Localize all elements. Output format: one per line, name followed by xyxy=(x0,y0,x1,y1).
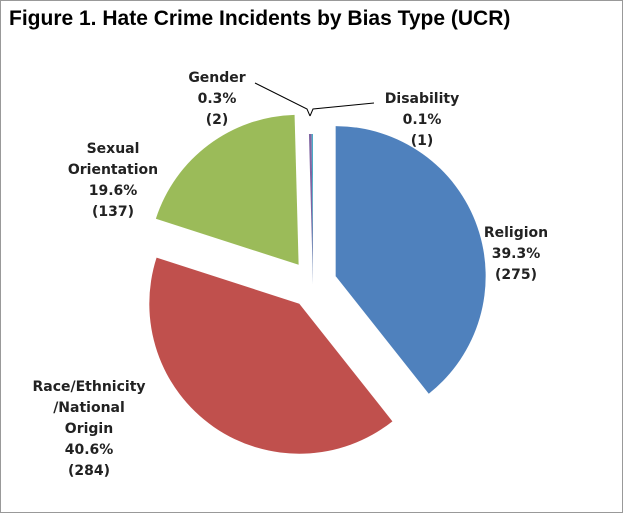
slice-name: /National xyxy=(53,400,125,416)
label-race: Race/Ethnicity /National Origin 40.6% (2… xyxy=(32,377,145,482)
slice-count: (2) xyxy=(205,112,229,128)
pie-slice-disability xyxy=(311,134,313,284)
slice-percent: 0.1% xyxy=(402,112,442,128)
slice-name: Origin xyxy=(64,421,114,437)
label-sexual-orientation: Sexual Orientation 19.6% (137) xyxy=(68,139,158,223)
slice-count: (284) xyxy=(67,463,111,479)
leader-line-disability xyxy=(309,102,375,117)
slice-percent: 19.6% xyxy=(88,183,138,199)
chart-title: Figure 1. Hate Crime Incidents by Bias T… xyxy=(9,7,511,30)
slice-count: (137) xyxy=(91,204,135,220)
slice-name: Orientation xyxy=(67,162,159,178)
pie-slice-sexual-orientation xyxy=(155,114,299,265)
pie-slice-race-ethnicity-national-origin xyxy=(149,257,393,454)
slice-name: Disability xyxy=(384,91,460,107)
slice-count: (275) xyxy=(494,267,538,283)
leader-line-gender xyxy=(254,82,311,117)
slice-name: Religion xyxy=(483,225,549,241)
slice-name: Race/Ethnicity xyxy=(32,379,146,395)
slice-percent: 40.6% xyxy=(64,442,114,458)
slice-name: Gender xyxy=(188,70,246,86)
label-religion: Religion 39.3% (275) xyxy=(484,223,548,286)
slice-percent: 39.3% xyxy=(491,246,541,262)
slice-percent: 0.3% xyxy=(197,91,237,107)
slice-count: (1) xyxy=(410,133,434,149)
label-gender: Gender 0.3% (2) xyxy=(188,68,245,131)
pie-slice-gender xyxy=(308,134,313,284)
label-disability: Disability 0.1% (1) xyxy=(385,89,459,152)
pie-slice-religion xyxy=(335,126,486,394)
slice-name: Sexual xyxy=(86,141,140,157)
